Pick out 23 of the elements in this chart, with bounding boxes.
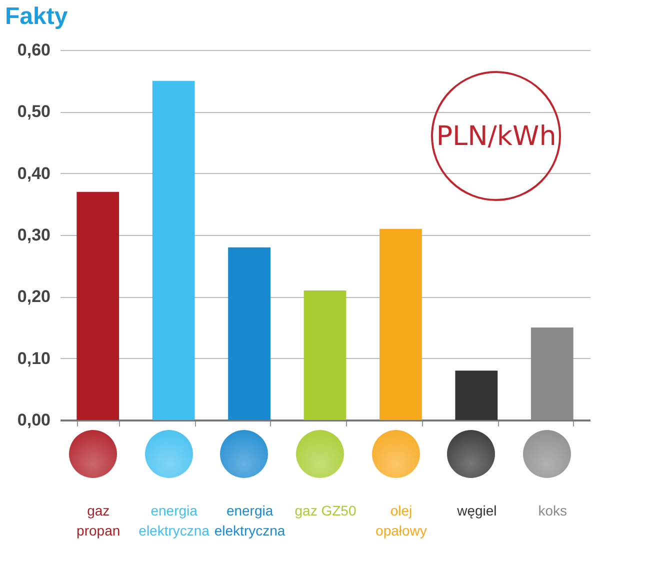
bar [304, 290, 346, 420]
x-tick-label: olej opałowy [376, 502, 427, 538]
y-tick-label: 0,10 [17, 348, 50, 368]
y-tick-label: 0,60 [17, 40, 50, 60]
bar [152, 80, 195, 420]
x-tick-label: gaz propan [76, 502, 120, 538]
circle-badge: PLN/kWh [431, 71, 562, 201]
y-tick-label: 0,30 [17, 226, 50, 244]
x-tick-label: węgiel [456, 502, 497, 518]
bar [530, 328, 574, 420]
bar [76, 192, 120, 420]
y-tick-label: 0,50 [17, 102, 50, 122]
bar [455, 370, 498, 420]
y-tick-label: 0,40 [17, 164, 50, 183]
chart-title: Fakty [5, 3, 68, 30]
bar [228, 247, 270, 420]
x-tick-label: energia elektryczna [214, 502, 286, 538]
x-tick-label: energia elektryczna [138, 502, 210, 538]
x-tick-label: koks [538, 502, 568, 518]
x-tick-label: gaz GZ50 [294, 502, 356, 518]
y-tick-label: 0,00 [17, 410, 50, 430]
y-tick-label: 0,20 [17, 287, 50, 306]
bar [380, 228, 422, 420]
